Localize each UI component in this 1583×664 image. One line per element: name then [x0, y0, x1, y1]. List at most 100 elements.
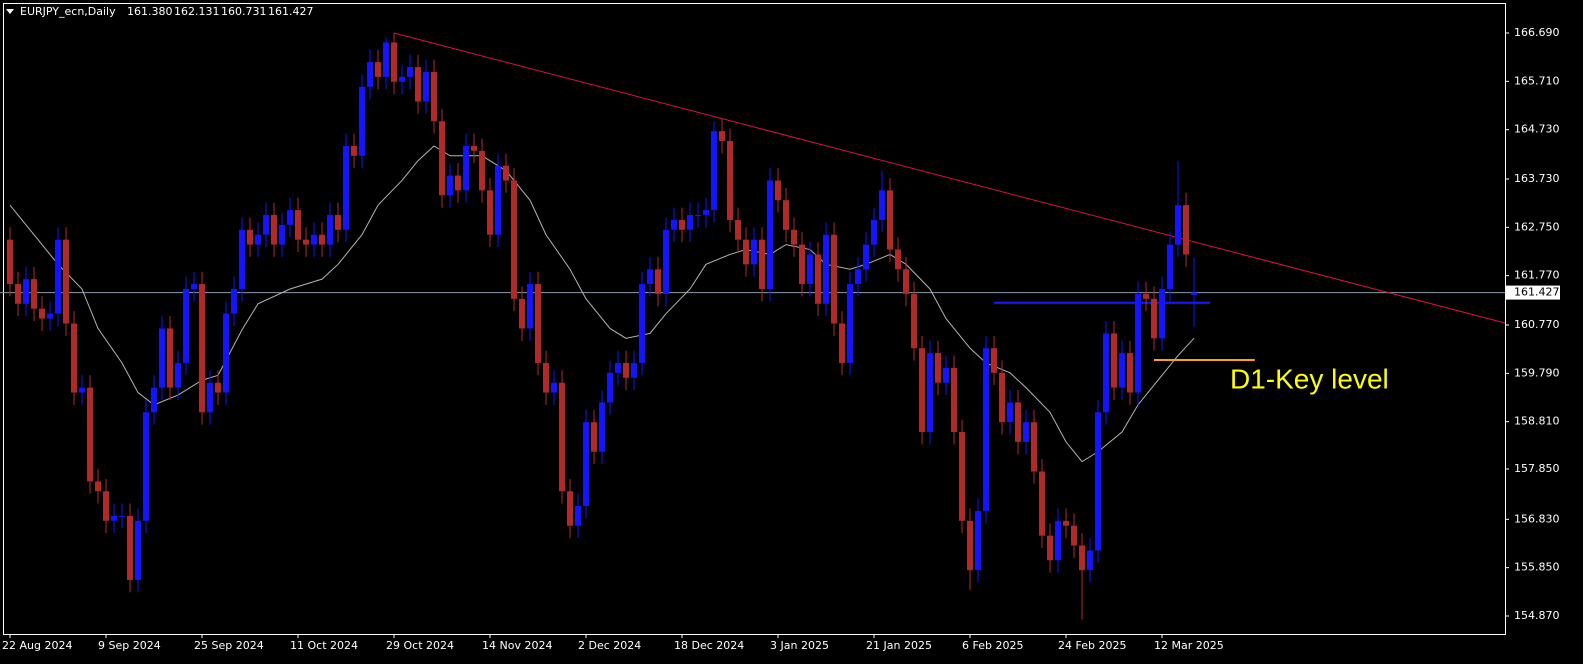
y-tick-label: 155.850 — [1514, 561, 1560, 574]
candle-body — [671, 219, 677, 230]
y-tick-label: 163.730 — [1514, 172, 1560, 185]
candle-body — [999, 372, 1005, 423]
candle-body — [1079, 545, 1085, 571]
candle-body — [863, 244, 869, 270]
candle-body — [799, 244, 805, 285]
x-tick-label: 11 Oct 2024 — [290, 639, 358, 652]
candle-body — [759, 239, 765, 289]
candle-body — [431, 71, 437, 122]
candle-body — [23, 279, 29, 304]
y-tick-label: 162.750 — [1514, 220, 1560, 233]
candle-body — [319, 234, 325, 245]
candle-body — [511, 180, 517, 299]
candle-body — [623, 362, 629, 378]
candle-body — [479, 150, 485, 191]
y-tick-label: 156.830 — [1514, 512, 1560, 525]
candle-body — [543, 362, 549, 393]
candle-body — [471, 145, 477, 151]
candle-body — [367, 62, 373, 87]
y-tick-label: 160.770 — [1514, 318, 1560, 331]
x-tick-label: 2 Dec 2024 — [578, 639, 641, 652]
candle-body — [391, 42, 397, 82]
candle-body — [327, 214, 333, 245]
candle-body — [519, 298, 525, 329]
candle-body — [1055, 520, 1061, 561]
candle-body — [1151, 298, 1157, 339]
x-tick-label: 14 Nov 2024 — [482, 639, 552, 652]
candle-body — [311, 234, 317, 245]
candle-body — [375, 62, 381, 77]
candle-body — [79, 387, 85, 393]
x-tick-label: 21 Jan 2025 — [866, 639, 932, 652]
current-price-box — [1506, 285, 1560, 300]
candle-body — [1143, 293, 1149, 299]
candle-body — [895, 249, 901, 270]
candle-body — [175, 362, 181, 388]
candle-body — [463, 145, 469, 191]
candle-body — [1087, 550, 1093, 571]
annotation: D1-Key level — [1230, 363, 1389, 394]
candle-body — [359, 86, 365, 156]
candle-body — [335, 214, 341, 230]
candle-body — [1023, 422, 1029, 442]
candle-body — [775, 180, 781, 201]
candle-body — [719, 131, 725, 142]
symbol-title: EURJPY_ecn,Daily — [20, 5, 116, 18]
candle-body — [383, 42, 389, 77]
candle-body — [1039, 471, 1045, 536]
candle-body — [39, 308, 45, 319]
candle-body — [239, 229, 245, 289]
candle-body — [1063, 520, 1069, 526]
candle-body — [1071, 525, 1077, 546]
y-tick-label: 164.730 — [1514, 123, 1560, 136]
candle-body — [751, 239, 757, 265]
candle-body — [567, 491, 573, 526]
x-tick-label: 6 Feb 2025 — [962, 639, 1023, 652]
candle-body — [287, 210, 293, 225]
candle-body — [487, 190, 493, 235]
candle-body — [503, 165, 509, 181]
candle-body — [415, 67, 421, 102]
candle-body — [279, 224, 285, 245]
candle-body — [559, 382, 565, 492]
x-tick-label: 9 Sep 2024 — [98, 639, 161, 652]
ohlc-value: 161.380 — [127, 5, 173, 18]
candle-body — [7, 239, 13, 285]
candle-body — [439, 121, 445, 196]
candle-body — [263, 214, 269, 235]
candle-body — [935, 353, 941, 383]
candle-body — [351, 145, 357, 156]
plot-frame — [3, 3, 1506, 635]
x-tick-label: 24 Feb 2025 — [1058, 639, 1126, 652]
candle-body — [1127, 353, 1133, 393]
candle-body — [247, 229, 253, 245]
candle-body — [87, 387, 93, 482]
candle-body — [63, 239, 69, 324]
candle-body — [783, 200, 789, 230]
candle-body — [423, 71, 429, 102]
candle-body — [959, 432, 965, 521]
candle-body — [1047, 535, 1053, 561]
candle-body — [295, 210, 301, 240]
candle-body — [151, 387, 157, 413]
candle-body — [951, 367, 957, 433]
candle-body — [127, 515, 133, 580]
candle-body — [855, 269, 861, 285]
candle-body — [991, 348, 997, 373]
candle-body — [1111, 333, 1117, 388]
candle-body — [927, 353, 933, 433]
candle-body — [1007, 402, 1013, 423]
candle-body — [215, 382, 221, 393]
x-tick-label: 25 Sep 2024 — [194, 639, 264, 652]
candle-body — [807, 254, 813, 285]
candle-body — [663, 229, 669, 294]
candle-body — [207, 382, 213, 413]
ohlc-header: 161.380 162.131 160.731 161.427 — [127, 5, 314, 18]
candle-body — [743, 239, 749, 265]
menu-arrow[interactable] — [6, 9, 14, 14]
candle-body — [55, 239, 61, 314]
candle-body — [1103, 333, 1109, 413]
candle-body — [919, 348, 925, 433]
candle-body — [1135, 293, 1141, 393]
